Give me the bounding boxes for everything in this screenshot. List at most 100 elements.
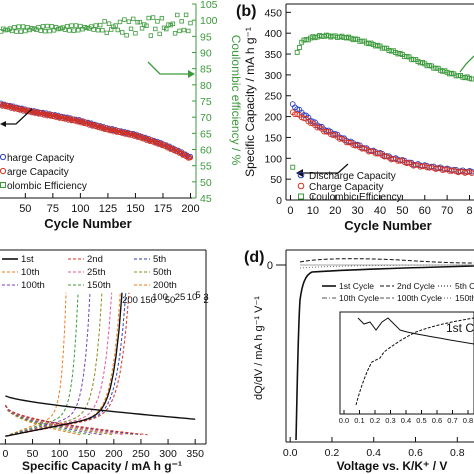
panel-a-efficiency-point — [172, 31, 178, 36]
panel-d-x-tick-label: 0.2 — [325, 447, 340, 459]
panel-c-x-tick-label: 150 — [78, 448, 96, 460]
panel-a-right-tick-label: 65 — [200, 128, 212, 140]
panel-c-x-tick-label: 300 — [159, 448, 177, 460]
legend-marker-discharge — [0, 153, 7, 161]
panel-a-efficiency-point — [113, 23, 118, 28]
legend-marker-efficiency — [298, 193, 304, 200]
panel-b-x-tick-label: 10 — [307, 205, 319, 217]
panel-c-x-tick-label: 50 — [27, 448, 39, 460]
panel-c-series — [4, 292, 196, 437]
panel-a-efficiency-point — [5, 27, 10, 33]
panel-b-x-tick-label: 50 — [396, 205, 408, 217]
panel-a-efficiency-point — [12, 25, 17, 30]
panel-b-capacity-point — [323, 128, 330, 135]
panel-b-series — [289, 32, 474, 177]
panel-a-right-tick-label: 80 — [200, 80, 212, 92]
panel-b-efficiency-point — [290, 164, 296, 170]
panel-b-y-tick-label: 0 — [276, 195, 282, 207]
panel-a-efficiency-point — [159, 15, 165, 21]
panel-a: 50 75 100 125 150 175 200 45 50 55 60 65 70 75 80 85 90… — [0, 0, 243, 231]
panel-b-legend-charge: Charge Capacity — [309, 182, 383, 193]
panel-a-efficiency-point — [84, 25, 90, 31]
panel-a-efficiency-point — [142, 22, 147, 27]
panel-a-efficiency-point — [148, 33, 154, 38]
panel-a-callout-left-arrow — [0, 121, 6, 127]
panel-a-efficiency-point — [98, 22, 103, 28]
panel-a-right-tick-label: 100 — [200, 15, 218, 27]
panel-d-inset-tick-label: 0.6 — [432, 416, 442, 425]
panel-b-legend-efficiency: Coulombic Efficiency — [309, 192, 402, 203]
panel-c-charge-curve — [5, 292, 67, 437]
panel-b-y-tick-label: 150 — [264, 132, 282, 144]
panel-d-inset-tick-label: 0.2 — [370, 416, 380, 425]
panel-c-discharge-curve — [4, 404, 91, 436]
legend-marker-charge — [0, 167, 7, 175]
panel-a-efficiency-point — [78, 23, 83, 29]
panel-c-legend-label: 25th — [87, 267, 106, 278]
panel-a-efficiency-point — [124, 33, 129, 38]
panel-a-right-ylabel: Coulombic efficiency / % — [229, 35, 243, 166]
panel-b-capacity-point — [307, 120, 314, 127]
panel-a-efficiency-point — [9, 28, 15, 34]
panel-a-efficiency-point — [73, 23, 79, 28]
panel-d-x-tick-label: 0.8 — [450, 447, 465, 459]
panel-c-legend-label: 150th — [87, 280, 111, 291]
panel-a-efficiency-point — [150, 15, 156, 20]
panel-c-discharge-curve — [4, 404, 114, 436]
panel-a-efficiency-point — [25, 24, 30, 30]
panel-a-x-tick-label: 125 — [99, 203, 117, 215]
panel-b-y-tick-label: 350 — [264, 49, 282, 61]
panel-a-efficiency-point — [137, 19, 143, 25]
panel-a-efficiency-point — [102, 19, 107, 24]
panel-c-curve-label: 2 — [203, 295, 208, 306]
panel-a-efficiency-point — [170, 21, 176, 27]
panel-d-inset-tick-label: 0.8 — [463, 416, 473, 425]
panel-c-x-tick-label: 200 — [105, 448, 123, 460]
panel-a-efficiency-point — [40, 24, 46, 29]
panel-c-discharge-curve — [5, 404, 148, 436]
panel-c-curve-label: 100 — [152, 292, 168, 303]
panel-b-x-tick-label: 0 — [287, 205, 293, 217]
panel-a-efficiency-point — [16, 24, 21, 29]
panel-a-right-tick-label: 50 — [200, 177, 212, 189]
panel-a-right-tick-label: 105 — [200, 0, 218, 11]
panel-a-legend-efficiency: olombic Efficiency — [7, 181, 87, 192]
panel-a-x-tick-label: 150 — [126, 203, 144, 215]
panel-a-efficiency-point — [49, 24, 54, 29]
panel-a-efficiency-point — [45, 23, 50, 29]
panel-d-later-cycle-curve — [299, 264, 474, 269]
panel-d-inset-label: 1st C — [446, 321, 474, 335]
panel-b-x-tick-label: 30 — [351, 205, 363, 217]
panel-c-x-tick-label: 350 — [186, 448, 204, 460]
legend-marker-efficiency — [0, 182, 6, 188]
panel-a-efficiency-point — [146, 15, 151, 21]
panel-a-efficiency-point — [109, 27, 114, 32]
panel-d-inset-tick-label: 0.4 — [401, 416, 411, 425]
panel-b-capacity-point — [345, 139, 352, 146]
panel-b-y-tick-label: 450 — [264, 7, 282, 19]
panel-b-ylabel: Specific Capacity / mA h g⁻¹ — [243, 27, 257, 177]
panel-b-label: (b) — [236, 3, 256, 20]
panel-c-curve-label: 50 — [165, 295, 176, 306]
panel-d-second-cycle-curve — [299, 258, 474, 264]
panel-a-efficiency-point — [64, 24, 70, 29]
panel-b-x-tick-label: 8 — [466, 205, 472, 217]
panel-a-right-ticks: 45 50 55 60 65 70 75 80 85 90 95 100 105 — [192, 0, 218, 205]
panel-c-legend: 1st 2nd 5th 10th 25th 50th 100th 150th 200th — [2, 254, 177, 291]
panel-d-ylabel: dQ/dV / mA h g⁻¹ V⁻¹ — [253, 296, 265, 400]
panel-c-x-tick-label: 100 — [51, 448, 69, 460]
panel-c-x-tick-label: 250 — [132, 448, 150, 460]
panel-d-inset-tick-label: 0.0 — [339, 416, 349, 425]
panel-a-callout-right-arrow — [188, 70, 195, 78]
panel-b-callout-left — [300, 163, 349, 174]
panel-a-efficiency-point — [104, 30, 110, 36]
panel-a-efficiency-point — [18, 29, 24, 34]
panel-c-discharge-curve — [4, 404, 102, 436]
panel-b-capacity-point — [435, 165, 442, 171]
panel-d-x-tick-label: 0.6 — [408, 447, 423, 459]
panel-a-x-tick-label: 100 — [71, 203, 89, 215]
legend-marker-discharge — [297, 171, 305, 179]
